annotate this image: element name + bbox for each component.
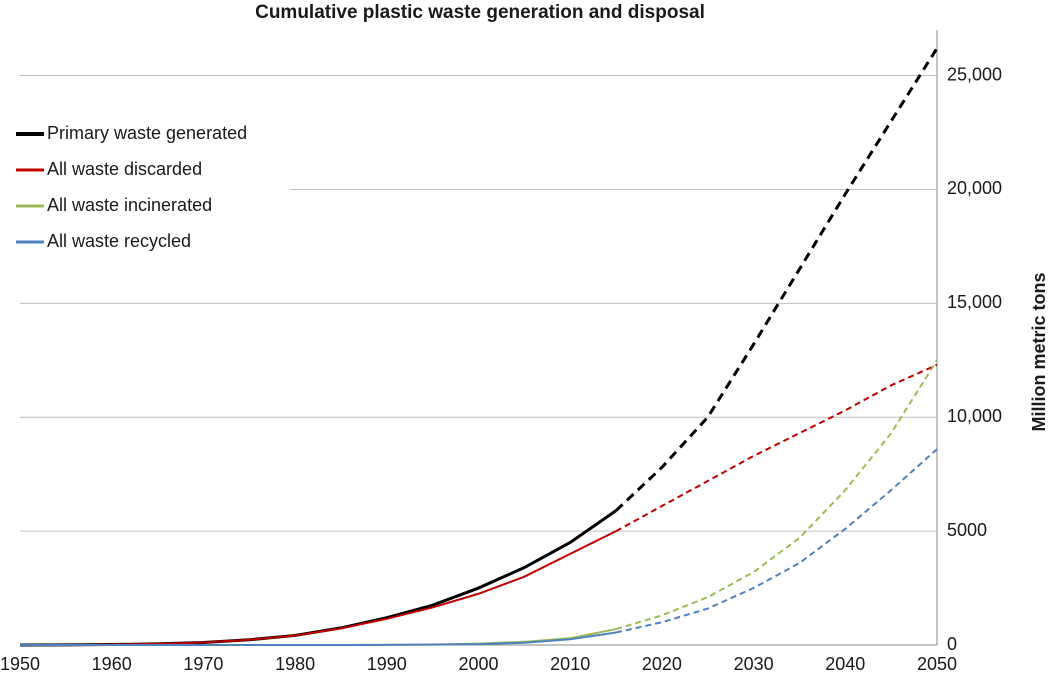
- series-line: [20, 631, 617, 646]
- x-tick-label: 1970: [183, 654, 223, 674]
- x-tick-label: 1950: [0, 654, 40, 674]
- legend-box: [0, 108, 290, 268]
- series-line-projected: [615, 47, 939, 512]
- series-line-projected: [615, 448, 938, 634]
- x-tick-label: 1980: [275, 654, 315, 674]
- x-tick-label: 1990: [367, 654, 407, 674]
- x-tick-label: 2010: [550, 654, 590, 674]
- x-tick-label: 2040: [825, 654, 865, 674]
- y-tick-label: 10,000: [947, 406, 1002, 426]
- y-tick-label: 0: [947, 634, 957, 654]
- y-tick-label: 5000: [947, 520, 987, 540]
- x-tick-label: 1960: [92, 654, 132, 674]
- legend-label: Primary waste generated: [47, 123, 247, 143]
- y-tick-label: 25,000: [947, 64, 1002, 84]
- series-line-projected: [615, 363, 938, 532]
- chart-title: Cumulative plastic waste generation and …: [255, 2, 705, 23]
- series-line: [19, 530, 617, 646]
- y-tick-label: 15,000: [947, 292, 1002, 312]
- legend-label: All waste discarded: [47, 159, 202, 179]
- series-line-projected: [615, 359, 938, 631]
- x-tick-label: 2020: [642, 654, 682, 674]
- legend-label: All waste incinerated: [47, 195, 212, 215]
- y-tick-label: 20,000: [947, 178, 1002, 198]
- legend-label: All waste recycled: [47, 231, 191, 251]
- x-tick-label: 2030: [734, 654, 774, 674]
- x-tick-label: 2000: [458, 654, 498, 674]
- x-tick-label: 2050: [917, 654, 957, 674]
- y-axis-label: Million metric tons: [1029, 272, 1049, 431]
